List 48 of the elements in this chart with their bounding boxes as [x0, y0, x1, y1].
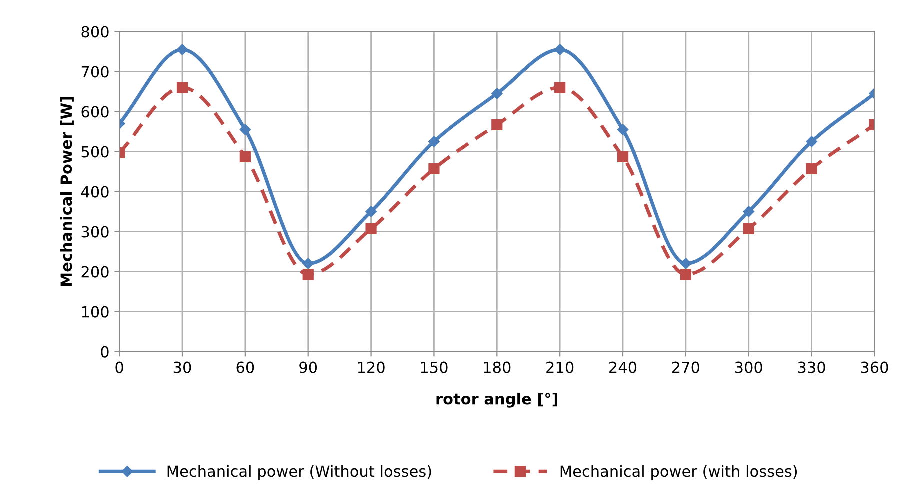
- point: [554, 82, 566, 94]
- y-tick-label: 300: [82, 226, 109, 238]
- point: [240, 151, 251, 163]
- point: [617, 124, 629, 136]
- point: [428, 163, 440, 175]
- point: [680, 258, 692, 270]
- point: [176, 82, 188, 94]
- x-tick-label: 210: [546, 362, 574, 374]
- y-tick-label: 700: [82, 66, 109, 78]
- x-tick-label: 360: [861, 362, 888, 374]
- point: [176, 44, 188, 56]
- y-tick-label: 200: [82, 266, 109, 278]
- point: [428, 136, 440, 148]
- point: [806, 136, 818, 148]
- point: [743, 223, 754, 235]
- x-tick-label: 180: [484, 362, 511, 374]
- y-tick-label: 600: [82, 106, 109, 118]
- y-tick-label: 0: [101, 346, 109, 358]
- x-axis-title: rotor angle [°]: [436, 392, 558, 408]
- x-tick-label: 120: [358, 362, 385, 374]
- point: [743, 206, 754, 218]
- point: [554, 44, 566, 56]
- x-tick-label: 270: [672, 362, 700, 374]
- y-tick-label: 400: [81, 186, 109, 198]
- y-tick-label: 500: [82, 146, 109, 158]
- point: [492, 88, 503, 100]
- legend-label: Mechanical power (with losses): [560, 465, 798, 480]
- point: [617, 151, 629, 163]
- point: [680, 269, 692, 280]
- x-tick-label: 60: [236, 362, 254, 374]
- point: [492, 119, 503, 131]
- point: [302, 258, 314, 270]
- x-tick-label: 90: [300, 362, 318, 374]
- legend-label: Mechanical power (Without losses): [168, 465, 432, 480]
- x-tick-label: 30: [174, 362, 192, 374]
- point: [366, 206, 377, 218]
- x-tick-label: 150: [421, 362, 448, 374]
- x-tick-label: 330: [798, 362, 826, 374]
- y-tick-label: 100: [82, 306, 109, 318]
- x-tick-label: 0: [116, 362, 124, 374]
- x-tick-label: 300: [735, 362, 762, 374]
- point: [302, 269, 314, 280]
- x-tick-label: 240: [610, 362, 637, 374]
- y-axis-title: Mechanical Power [W]: [60, 97, 74, 286]
- point: [240, 124, 252, 136]
- point: [366, 223, 377, 235]
- point: [806, 163, 818, 175]
- y-tick-label: 800: [82, 26, 109, 38]
